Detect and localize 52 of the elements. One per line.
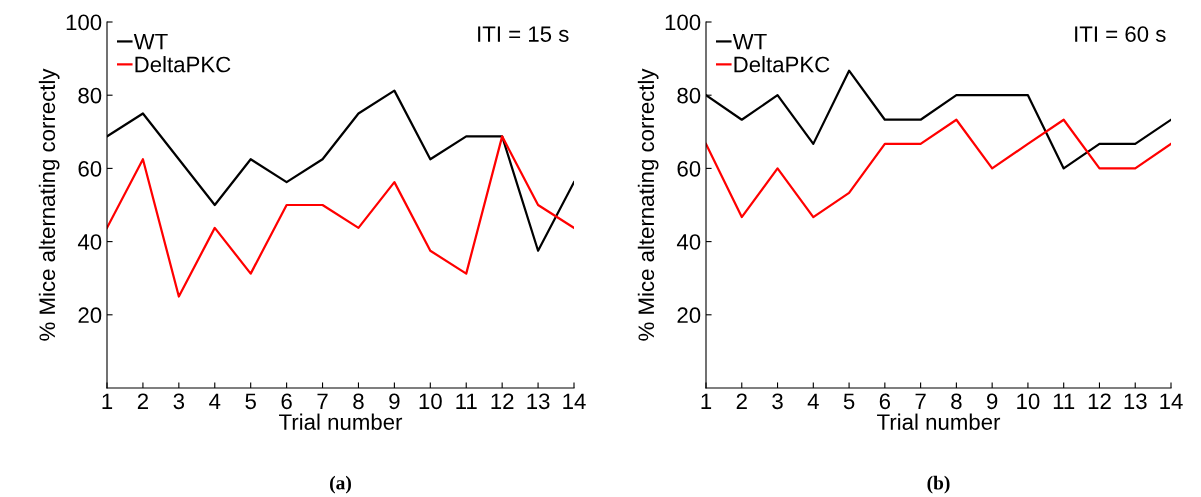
y-tick-label: 40: [77, 234, 102, 250]
x-tick-label: 10: [1017, 393, 1040, 410]
x-tick-label: 3: [173, 393, 185, 410]
x-tick-label: 14: [563, 393, 586, 409]
x-tick-label: 8: [951, 393, 962, 410]
x-axis-title: Trial number: [279, 413, 403, 430]
y-tick-label: 20: [677, 307, 701, 324]
y-tick-label: 80: [78, 87, 102, 104]
y-tick-label: 80: [677, 87, 701, 104]
legend-label: WT: [133, 33, 168, 50]
x-tick-label: 13: [1124, 393, 1147, 410]
x-tick-label: 1: [102, 393, 113, 409]
x-tick-label: 3: [772, 393, 783, 410]
x-tick-label: 5: [245, 393, 256, 410]
y-tick-label: 100: [665, 14, 701, 31]
x-tick-label: 6: [281, 393, 292, 410]
x-tick-label: 1: [701, 393, 712, 409]
legend-label: DeltaPKC: [734, 56, 830, 73]
x-tick-label: 10: [419, 393, 442, 410]
legend-label: WT: [732, 33, 767, 50]
x-axis-title: Trial number: [877, 413, 1001, 430]
line-series: [107, 135, 574, 298]
y-axis-title: % Mice alternating correctly: [637, 68, 659, 341]
x-tick-label: 4: [807, 393, 819, 409]
annotation: ITI = 60 s: [1075, 26, 1166, 42]
line-series: [706, 118, 1171, 219]
x-tick-label: 7: [915, 393, 926, 409]
annotation: ITI = 15 s: [478, 26, 569, 42]
x-tick-label: 9: [987, 393, 998, 410]
x-tick-label: 14: [1160, 393, 1183, 409]
y-tick-label: 40: [676, 234, 701, 250]
y-axis-title: % Mice alternating correctly: [38, 68, 60, 341]
legend-label: DeltaPKC: [135, 56, 231, 73]
x-tick-label: 11: [1053, 393, 1075, 409]
x-tick-label: 2: [137, 393, 148, 409]
x-tick-label: 4: [209, 393, 221, 409]
x-tick-label: 11: [456, 393, 477, 409]
x-tick-label: 9: [389, 393, 400, 410]
x-tick-label: 5: [843, 393, 855, 410]
text: (a): [330, 475, 351, 494]
x-tick-label: 7: [317, 393, 328, 409]
x-tick-label: 6: [879, 393, 891, 410]
x-tick-label: 8: [353, 393, 364, 410]
y-tick-label: 100: [66, 14, 102, 31]
x-tick-label: 12: [1088, 393, 1111, 409]
y-tick-label: 60: [677, 160, 701, 177]
y-tick-label: 60: [78, 160, 102, 177]
x-tick-label: 2: [736, 393, 747, 409]
x-tick-label: 12: [491, 393, 514, 409]
y-tick-label: 20: [78, 307, 102, 324]
text: (b): [927, 475, 950, 494]
x-tick-label: 13: [527, 393, 550, 410]
